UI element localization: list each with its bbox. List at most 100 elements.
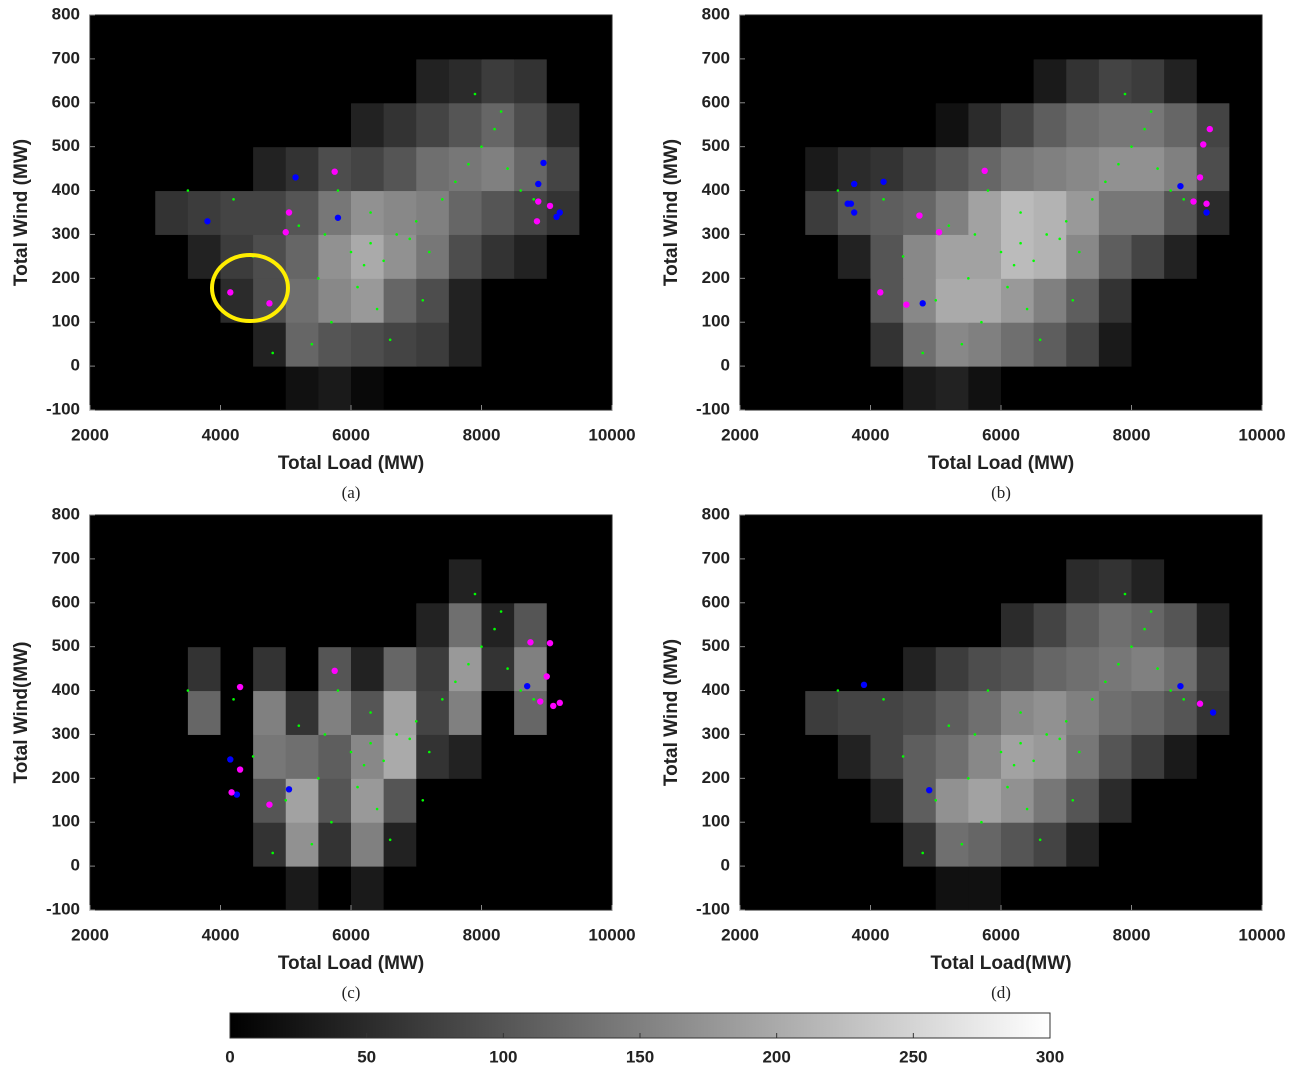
heatmap-cell <box>351 866 385 911</box>
heatmap-cell <box>122 190 156 235</box>
heatmap-cell <box>155 734 189 779</box>
heatmap-cell <box>285 515 319 560</box>
scatter-point <box>1012 263 1016 267</box>
heatmap-cell <box>903 102 937 148</box>
heatmap-cell <box>220 558 254 604</box>
y-tick-label: 300 <box>52 224 80 243</box>
heatmap-cell <box>351 690 385 735</box>
scatter-point <box>382 259 385 263</box>
scatter-point <box>236 766 244 773</box>
heatmap-cell <box>805 146 839 192</box>
heatmap-cell <box>318 734 352 779</box>
heatmap-cell <box>1196 515 1230 560</box>
y-tick-label: 300 <box>702 224 730 243</box>
heatmap-cell <box>220 646 254 692</box>
heatmap-cell <box>187 146 221 192</box>
scatter-point <box>836 689 840 692</box>
heatmap-cell <box>1033 734 1067 779</box>
heatmap-cell <box>122 58 156 104</box>
heatmap-cell <box>837 734 871 779</box>
scatter-point <box>362 763 366 767</box>
heatmap-cell <box>1098 515 1132 560</box>
scatter-point <box>903 301 910 308</box>
heatmap-cell <box>546 558 580 604</box>
scatter-point <box>1025 307 1029 311</box>
heatmap-cell <box>187 866 221 911</box>
heatmap-cell <box>155 278 189 323</box>
scatter-point <box>480 145 483 148</box>
heatmap-cell <box>253 822 287 867</box>
heatmap-cell <box>1164 734 1198 779</box>
scatter-point <box>556 209 563 216</box>
scatter-point <box>850 209 858 216</box>
scatter-point <box>1203 200 1210 207</box>
heatmap-cell <box>285 734 319 779</box>
heatmap-cell <box>155 234 189 279</box>
scatter-point <box>1019 241 1022 245</box>
heatmap-cell <box>579 366 613 411</box>
heatmap-cell <box>187 822 221 867</box>
heatmap-cell <box>416 778 450 823</box>
heatmap-cell <box>546 234 580 279</box>
y-tick-label: 700 <box>702 548 730 567</box>
heatmap-cell <box>383 866 417 911</box>
heatmap-cell <box>90 822 124 867</box>
heatmap-cell <box>448 366 482 411</box>
heatmap-cell <box>903 690 937 735</box>
scatter-point <box>506 167 509 170</box>
heatmap-cell <box>220 734 254 779</box>
heatmap-cell <box>220 102 254 148</box>
heatmap-cell <box>351 646 385 692</box>
heatmap-cell <box>285 646 319 692</box>
y-tick-label: 0 <box>71 856 80 875</box>
heatmap-cell <box>546 734 580 779</box>
heatmap-cell <box>481 366 515 411</box>
heatmap-cell <box>805 322 839 367</box>
heatmap-cell <box>1066 278 1100 323</box>
heatmap-cell <box>187 690 221 735</box>
heatmap-cell <box>935 366 969 411</box>
heatmap-cell <box>740 234 774 279</box>
heatmap-cell <box>1229 602 1263 648</box>
heatmap-cell <box>772 15 806 60</box>
x-tick-label: 10000 <box>588 925 635 944</box>
heatmap-cell <box>546 822 580 867</box>
heatmap-cell <box>772 822 806 867</box>
heatmap-cell <box>481 778 515 823</box>
heatmap-cell <box>1196 734 1230 779</box>
heatmap-cell <box>579 515 613 560</box>
scatter-point <box>408 737 412 741</box>
heatmap-cell <box>1098 734 1132 779</box>
heatmap-cell <box>1131 690 1165 735</box>
heatmap-cell <box>1164 278 1198 323</box>
panel: 2000 4000 6000 8000 10000 -100 0 100 200 300 400 50… <box>11 4 636 501</box>
heatmap-cell <box>155 690 189 735</box>
scatter-point <box>877 289 884 296</box>
heatmap-cell <box>1098 778 1132 823</box>
heatmap-cell <box>968 515 1002 560</box>
heatmap-cell <box>546 778 580 823</box>
y-tick-label: 200 <box>702 768 730 787</box>
heatmap-cell <box>546 690 580 735</box>
heatmap-cell <box>805 866 839 911</box>
scatter-point <box>331 168 338 175</box>
scatter-point <box>967 777 970 780</box>
scatter-point <box>467 162 470 166</box>
heatmap-cell <box>318 15 352 60</box>
heatmap-cell <box>1033 190 1067 235</box>
heatmap-cell <box>772 366 806 411</box>
heatmap-cell <box>1164 822 1198 867</box>
heatmap-cell <box>514 278 548 323</box>
heatmap-cell <box>318 234 352 279</box>
heatmap-cell <box>155 866 189 911</box>
heatmap-cell <box>383 234 417 279</box>
heatmap-cell <box>1098 822 1132 867</box>
scatter-point <box>1130 145 1133 148</box>
x-axis-label: Total Load (MW) <box>928 453 1074 474</box>
heatmap-cell <box>935 190 969 235</box>
heatmap-cell <box>740 734 774 779</box>
heatmap-cell <box>351 602 385 648</box>
scatter-point <box>1019 711 1022 714</box>
heatmap-cell <box>448 558 482 604</box>
panel: 2000 4000 6000 8000 10000 -100 0 100 200 300 400 50… <box>661 504 1286 1001</box>
